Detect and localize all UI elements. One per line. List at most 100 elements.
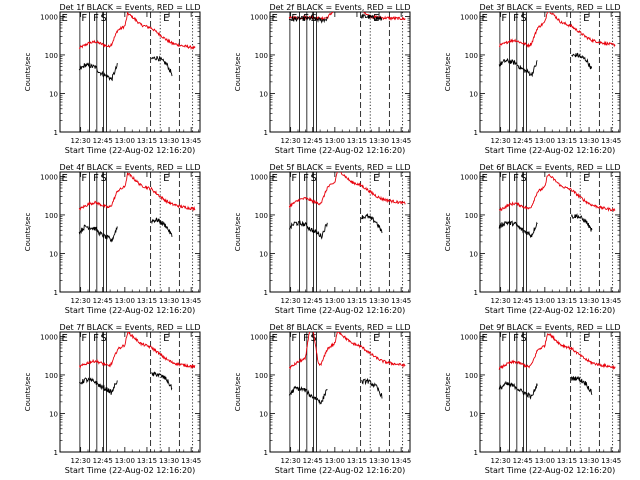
panel-title: Det 6f BLACK = Events, RED = LLD xyxy=(479,163,620,172)
interval-marker: S xyxy=(521,13,527,24)
events-series-line xyxy=(360,212,383,234)
events-series-line xyxy=(571,52,592,70)
detector-panel-3: Det 3f BLACK = Events, RED = LLD Counts/s… xyxy=(444,3,621,155)
x-tick-label: 13:30 xyxy=(369,137,389,145)
x-tick-label: 13:15 xyxy=(137,137,157,145)
y-tick-label: 100 xyxy=(465,212,478,220)
x-tick-label: 13:00 xyxy=(535,457,555,465)
y-axis-label: Counts/sec xyxy=(234,373,242,412)
x-axis-label: Start Time (22-Aug-02 12:16:20) xyxy=(65,306,196,315)
lld-series-line xyxy=(288,332,406,371)
y-tick-label: 10 xyxy=(469,410,478,418)
x-tick-label: 12:45 xyxy=(513,457,533,465)
detector-panel-2: Det 2f BLACK = Events, RED = LLD Counts/s… xyxy=(234,3,411,155)
x-tick-label: 12:45 xyxy=(513,297,533,305)
y-tick-label: 10 xyxy=(259,90,268,98)
y-axis-label: Counts/sec xyxy=(24,53,32,92)
events-series-line xyxy=(570,212,593,232)
x-tick-label: 12:45 xyxy=(93,297,113,305)
y-tick-label: 100 xyxy=(465,372,478,380)
y-tick-label: 1000 xyxy=(40,13,58,21)
interval-marker: E xyxy=(271,173,277,184)
plot-frame xyxy=(269,11,411,133)
y-tick-label: 1 xyxy=(264,449,268,457)
interval-marker: E xyxy=(61,333,67,344)
x-tick-label: 12:30 xyxy=(281,297,301,305)
x-tick-label: 13:45 xyxy=(601,297,621,305)
y-tick-label: 1000 xyxy=(40,333,58,341)
x-tick-label: 13:15 xyxy=(557,137,577,145)
x-tick-label: 12:45 xyxy=(513,137,533,145)
events-series-line xyxy=(361,377,383,399)
x-axis-label: Start Time (22-Aug-02 12:16:20) xyxy=(485,306,616,315)
interval-marker: S xyxy=(521,173,527,184)
x-tick-label: 12:30 xyxy=(71,137,91,145)
y-tick-label: 1 xyxy=(54,129,58,137)
x-tick-label: 12:30 xyxy=(281,457,301,465)
plot-frame xyxy=(59,11,201,133)
detector-panel-6: Det 6f BLACK = Events, RED = LLD Counts/s… xyxy=(444,163,621,315)
interval-marker: S xyxy=(311,333,317,344)
x-tick-label: 13:00 xyxy=(115,297,135,305)
x-tick-label: 12:30 xyxy=(71,457,91,465)
interval-marker: F xyxy=(93,173,99,184)
y-axis-label: Counts/sec xyxy=(444,53,452,92)
interval-marker: F xyxy=(81,333,87,344)
y-tick-label: 100 xyxy=(255,52,268,60)
plot-frame xyxy=(479,171,621,293)
x-tick-label: 13:45 xyxy=(181,297,201,305)
x-tick-label: 12:45 xyxy=(303,137,323,145)
y-tick-label: 1 xyxy=(474,449,478,457)
plot-frame xyxy=(59,331,201,453)
y-tick-label: 1 xyxy=(474,289,478,297)
x-tick-label: 12:45 xyxy=(303,457,323,465)
x-tick-label: 13:30 xyxy=(159,137,179,145)
x-tick-label: 12:30 xyxy=(491,297,511,305)
detector-panel-5: Det 5f BLACK = Events, RED = LLD Counts/s… xyxy=(234,163,411,315)
interval-marker: E xyxy=(163,13,169,24)
interval-marker: F xyxy=(291,173,297,184)
interval-marker: E xyxy=(61,173,67,184)
interval-marker: E xyxy=(163,333,169,344)
interval-marker: F xyxy=(501,13,507,24)
y-tick-label: 1 xyxy=(474,129,478,137)
interval-marker: E xyxy=(481,173,487,184)
x-tick-label: 12:45 xyxy=(93,457,113,465)
interval-marker: E xyxy=(481,13,487,24)
y-tick-label: 1000 xyxy=(460,333,478,341)
events-series-line xyxy=(498,57,538,78)
x-tick-label: 13:00 xyxy=(535,137,555,145)
interval-marker: E xyxy=(481,333,487,344)
detector-panel-4: Det 4f BLACK = Events, RED = LLD Counts/s… xyxy=(24,163,201,315)
interval-marker: F xyxy=(513,173,519,184)
interval-marker: F xyxy=(513,13,519,24)
x-tick-label: 13:45 xyxy=(181,137,201,145)
interval-marker: F xyxy=(291,333,297,344)
y-tick-label: 10 xyxy=(49,90,58,98)
interval-marker: E xyxy=(583,173,589,184)
x-tick-label: 12:45 xyxy=(93,137,113,145)
x-tick-label: 13:45 xyxy=(391,297,411,305)
y-tick-label: 10 xyxy=(469,250,478,258)
events-series-line xyxy=(570,376,593,395)
lld-series-line xyxy=(78,12,196,51)
interval-marker: S xyxy=(311,173,317,184)
y-axis-label: Counts/sec xyxy=(24,373,32,412)
y-tick-label: 1000 xyxy=(250,333,268,341)
events-series-line xyxy=(288,220,328,240)
y-axis-label: Counts/sec xyxy=(444,213,452,252)
x-tick-label: 13:15 xyxy=(137,457,157,465)
panel-title: Det 5f BLACK = Events, RED = LLD xyxy=(269,163,410,172)
plot-frame xyxy=(479,331,621,453)
x-axis-label: Start Time (22-Aug-02 12:16:20) xyxy=(275,306,406,315)
x-tick-label: 13:30 xyxy=(159,297,179,305)
events-series-line xyxy=(79,377,118,395)
plot-frame xyxy=(59,171,201,293)
detector-panel-1: Det 1f BLACK = Events, RED = LLD Counts/s… xyxy=(24,3,201,155)
y-tick-label: 1000 xyxy=(250,13,268,21)
x-tick-label: 12:30 xyxy=(491,137,511,145)
y-tick-label: 100 xyxy=(465,52,478,60)
lld-series-line xyxy=(498,332,616,371)
x-tick-label: 13:30 xyxy=(579,297,599,305)
